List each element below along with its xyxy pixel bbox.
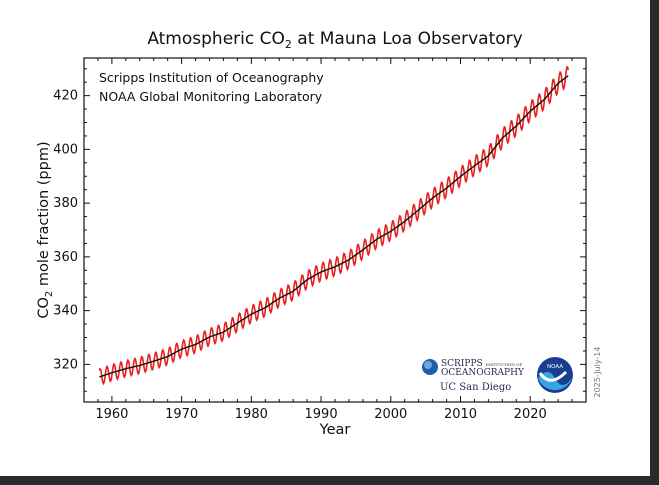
- scripps-globe-highlight-icon: [424, 361, 432, 369]
- x-axis-label: Year: [319, 422, 351, 438]
- series-layer: [98, 65, 570, 386]
- plot-area: [83, 57, 587, 403]
- x-tick-label: 1970: [165, 407, 198, 422]
- axis-ticks: 1960 1970 1980 1990 2000 2010 2020 320 340 360 380…: [53, 58, 587, 422]
- x-tick-label: 2010: [444, 407, 477, 422]
- x-tick-label: 1990: [305, 407, 338, 422]
- x-tick-label: 1980: [235, 407, 268, 422]
- x-tick-label: 2020: [514, 407, 547, 422]
- y-axis-label: CO2 mole fraction (ppm): [36, 141, 55, 318]
- y-tick-label: 380: [53, 196, 78, 211]
- x-tick-label: 1960: [95, 407, 128, 422]
- credit-noaa: NOAA Global Monitoring Laboratory: [99, 89, 323, 104]
- y-tick-label: 320: [53, 357, 78, 372]
- scripps-logo-text: SCRIPPS INSTITUTION OF: [441, 359, 522, 369]
- y-tick-label: 420: [53, 89, 78, 104]
- chart-title: Atmospheric CO2 at Mauna Loa Observatory: [147, 29, 522, 51]
- credit-scripps: Scripps Institution of Oceanography: [99, 70, 324, 85]
- noaa-logo: NOAA: [537, 357, 573, 393]
- noaa-bird-icon: [538, 370, 568, 382]
- y-tick-label: 340: [53, 304, 78, 319]
- x-tick-label: 2000: [374, 407, 407, 422]
- y-tick-label: 360: [53, 250, 78, 265]
- scripps-logo-text-2: OCEANOGRAPHY: [441, 368, 525, 378]
- scripps-logo: SCRIPPS INSTITUTION OF OCEANOGRAPHY UC Sa…: [422, 359, 525, 393]
- date-stamp: 2025-July-14: [593, 346, 602, 397]
- figure-frame: Atmospheric CO2 at Mauna Loa Observatory…: [0, 0, 650, 476]
- co2-chart: Atmospheric CO2 at Mauna Loa Observatory…: [36, 29, 602, 438]
- ucsd-logo-text: UC San Diego: [440, 382, 511, 393]
- noaa-logo-text: NOAA: [547, 364, 563, 370]
- monthly-co2-line: [98, 65, 570, 386]
- y-tick-label: 400: [53, 142, 78, 157]
- trend-co2-line: [99, 75, 569, 378]
